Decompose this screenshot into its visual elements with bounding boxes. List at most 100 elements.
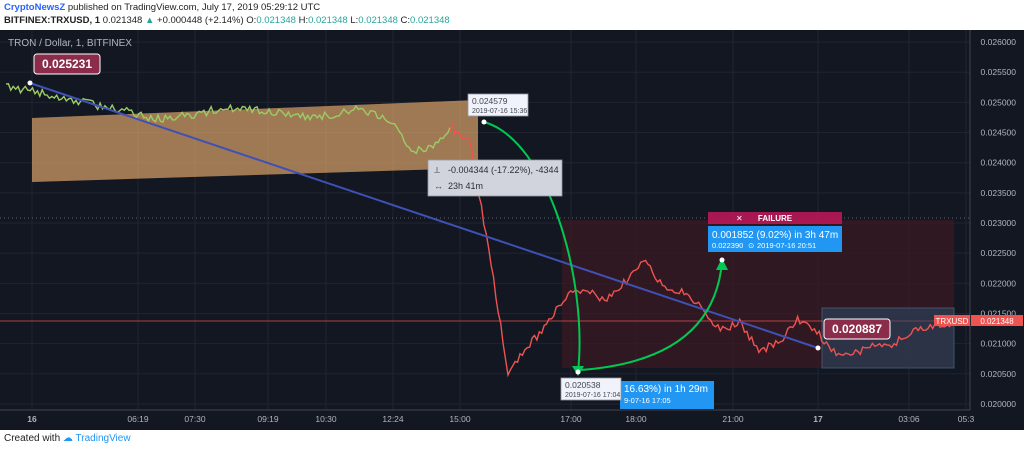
data-point	[333, 113, 335, 115]
duration-icon: ↔	[434, 181, 443, 191]
data-point	[603, 300, 605, 302]
price-axis-bg	[970, 30, 1024, 410]
data-point	[63, 97, 65, 99]
data-point	[700, 303, 702, 305]
y-tick-label: 0.023500	[981, 188, 1017, 198]
price-line-after-drop	[449, 123, 953, 378]
price-chart[interactable]: TRON / Dollar, 1, BITFINEX 0.025231 0.02…	[0, 30, 1024, 430]
measure-icon: ⟂	[434, 165, 440, 175]
publish-line: CryptoNewsZ published on TradingView.com…	[4, 2, 320, 15]
clock-icon: ⊙	[748, 241, 754, 250]
rise-arrow-head	[716, 258, 728, 270]
data-point	[932, 325, 934, 327]
ohlc-line: BITFINEX:TRXUSD, 1 0.021348 ▲ +0.000448 …	[4, 15, 450, 28]
x-tick-label: 06:19	[127, 414, 149, 424]
tradingview-brand[interactable]: TradingView	[75, 433, 131, 444]
y-tick-label: 0.023000	[981, 218, 1017, 228]
start-price-label-bg	[33, 53, 101, 75]
symbol-tag: TRXUSD	[936, 317, 969, 326]
x-tick-label: 03:06	[898, 414, 920, 424]
data-point	[179, 115, 181, 117]
x-tick-label: 07:30	[184, 414, 206, 424]
x-tick-label: 17:00	[560, 414, 582, 424]
data-point	[797, 319, 799, 321]
tradingview-logo-icon: ☁	[62, 433, 73, 444]
data-point	[5, 84, 7, 86]
data-point	[758, 349, 760, 351]
data-point	[816, 331, 818, 333]
data-point	[546, 325, 548, 327]
low-point	[575, 369, 581, 375]
start-price-label: 0.025231	[42, 57, 92, 71]
y-tick-label: 0.022000	[981, 278, 1017, 288]
data-point	[24, 89, 26, 91]
data-point	[584, 288, 586, 290]
y-tick-label: 0.025500	[981, 67, 1017, 77]
data-point	[314, 116, 316, 118]
price-change: +0.000448 (+2.14%)	[157, 15, 244, 26]
data-point	[410, 150, 412, 152]
time-axis-ticks: 16 06:19 07:30 09:19 10:30 12:24 15:00 17:00 18:…	[27, 414, 974, 424]
y-tick-label: 0.024000	[981, 158, 1017, 168]
end-price-label-bg	[823, 318, 891, 340]
target-measure-change: 0.001852 (9.02%) in 3h 47m	[712, 230, 838, 241]
data-point	[642, 259, 644, 261]
failure-label-bg	[708, 212, 842, 224]
y-tick-label: 0.026000	[981, 37, 1017, 47]
chart-legend-title: TRON / Dollar, 1, BITFINEX	[8, 38, 132, 49]
target-point	[719, 257, 725, 263]
chart-area[interactable]: TRON / Dollar, 1, BITFINEX 0.025231 0.02…	[0, 30, 1024, 430]
data-point	[217, 107, 219, 109]
up-arrow-icon: ▲	[144, 15, 155, 26]
rise-measure-box	[620, 381, 714, 409]
data-point	[507, 370, 509, 372]
y-tick-label: 0.021500	[981, 308, 1017, 318]
last-price: 0.021348	[102, 15, 143, 26]
data-point	[893, 343, 895, 345]
y-tick-label: 0.020000	[981, 399, 1017, 409]
close-label: C:	[400, 15, 411, 26]
data-point	[526, 346, 528, 348]
data-point	[854, 352, 856, 354]
data-point	[256, 109, 258, 111]
rise-measure-time: 9-07-16 17:05	[624, 396, 671, 405]
price-tag: 0.021348	[980, 317, 1014, 326]
high-point	[481, 119, 487, 125]
x-tick-label: 05:3	[958, 414, 975, 424]
high-label-price: 0.024579	[472, 96, 508, 106]
drop-measure-box	[427, 159, 563, 197]
data-point	[44, 92, 46, 94]
price-line-before-drop	[5, 83, 451, 155]
data-point	[912, 331, 914, 333]
data-point	[391, 119, 393, 121]
y-tick-label: 0.022500	[981, 248, 1017, 258]
end-point	[815, 345, 821, 351]
data-point	[353, 109, 355, 111]
high-value: 0.021348	[308, 15, 348, 26]
publisher-name[interactable]: CryptoNewsZ	[4, 2, 66, 13]
target-measure-time: 2019-07-16 20:51	[757, 241, 816, 250]
failure-icon: ✕	[736, 214, 743, 223]
low-label-time: 2019-07-16 17:04	[565, 392, 620, 399]
end-price-label: 0.020887	[832, 322, 882, 336]
price-axis-ticks: 0.026000 0.025500 0.025000 0.024500 0.024000…	[981, 37, 1017, 409]
data-point	[468, 138, 470, 140]
y-tick-label: 0.024500	[981, 128, 1017, 138]
data-point	[681, 291, 683, 293]
low-value: 0.021348	[358, 15, 398, 26]
open-label: O:	[246, 15, 257, 26]
low-label-price: 0.020538	[565, 380, 601, 390]
data-point	[372, 112, 374, 114]
target-measure-price: 0.022390	[712, 241, 743, 250]
data-point	[835, 355, 837, 357]
data-point	[565, 294, 567, 296]
x-tick-label: 12:24	[382, 414, 404, 424]
symbol-tag-bg	[934, 315, 970, 326]
x-tick-label: 16	[27, 414, 37, 424]
data-point	[121, 109, 123, 111]
price-series	[5, 83, 953, 378]
published-text: published on TradingView.com, July 17, 2…	[67, 2, 321, 13]
low-label-bg	[560, 377, 622, 401]
data-point	[719, 331, 721, 333]
x-tick-label: 15:00	[449, 414, 471, 424]
